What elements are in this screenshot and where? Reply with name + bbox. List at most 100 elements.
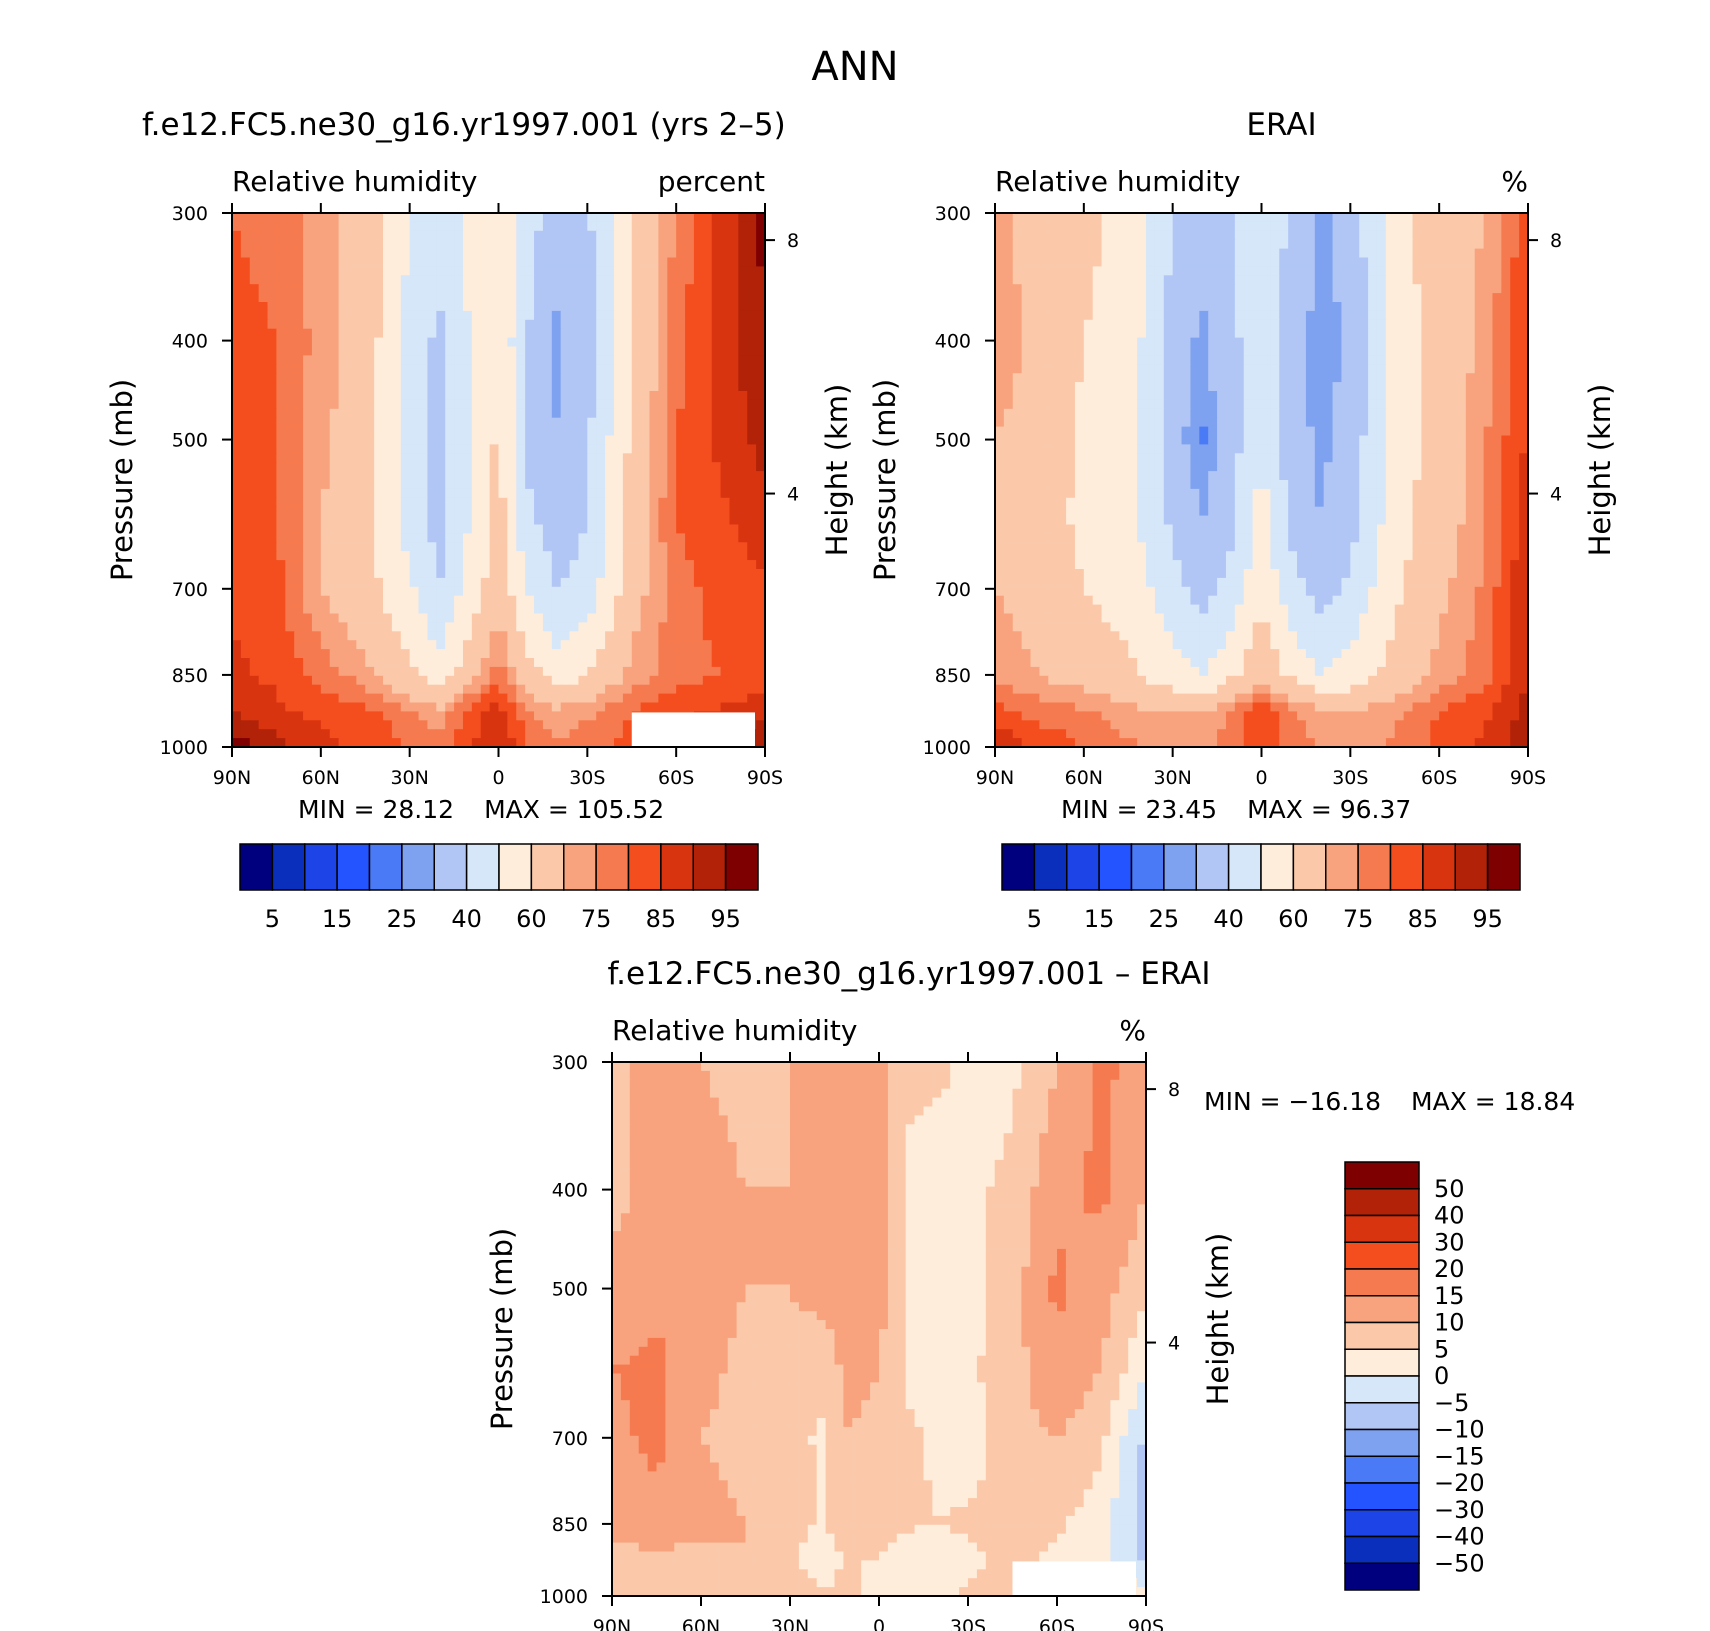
contour-cell xyxy=(356,310,366,321)
contour-cell xyxy=(525,257,535,267)
contour-cell xyxy=(471,738,482,748)
contour-cell xyxy=(1421,293,1431,303)
contour-cell xyxy=(560,506,571,517)
contour-cell xyxy=(693,631,704,641)
contour-cell xyxy=(276,213,286,223)
contour-cell xyxy=(622,649,633,659)
contour-cell xyxy=(1421,382,1431,392)
contour-cell xyxy=(534,640,544,650)
contour-cell xyxy=(303,302,313,312)
contour-cell xyxy=(507,275,517,285)
contour-cell xyxy=(294,577,304,588)
contour-cell xyxy=(374,426,384,437)
contour-cell xyxy=(631,462,642,472)
contour-cell xyxy=(729,551,739,561)
contour-cell xyxy=(489,515,500,526)
contour-cell xyxy=(276,684,286,695)
contour-cell xyxy=(569,684,580,695)
contour-cell xyxy=(578,373,588,383)
contour-cell xyxy=(587,239,597,250)
contour-cell xyxy=(1385,382,1396,392)
contour-cell xyxy=(418,711,429,721)
contour-cell xyxy=(267,702,278,712)
contour-cell xyxy=(294,666,304,677)
contour-cell xyxy=(587,631,597,641)
contour-cell xyxy=(569,631,580,641)
contour-cell xyxy=(311,738,322,748)
contour-cell xyxy=(356,506,366,517)
contour-cell xyxy=(498,604,508,615)
contour-cell xyxy=(605,711,615,721)
contour-cell xyxy=(560,693,571,704)
contour-cell xyxy=(747,551,757,561)
contour-cell xyxy=(747,631,757,641)
contour-cell xyxy=(454,497,464,508)
contour-cell xyxy=(569,426,580,437)
contour-cell xyxy=(462,560,473,570)
contour-cell xyxy=(374,462,384,472)
contour-cell xyxy=(258,542,269,552)
contour-cell xyxy=(365,720,375,730)
contour-cell xyxy=(311,569,322,579)
contour-cell xyxy=(1385,373,1396,383)
contour-cell xyxy=(649,239,659,250)
contour-cell xyxy=(507,586,517,597)
contour-cell xyxy=(1341,391,1351,401)
contour-cell xyxy=(1350,248,1360,259)
contour-cell xyxy=(525,221,535,232)
contour-cell xyxy=(267,248,278,259)
contour-cell xyxy=(720,293,731,303)
contour-cell xyxy=(631,675,642,686)
contour-cell xyxy=(613,248,624,259)
contour-cell xyxy=(471,622,482,632)
contour-cell xyxy=(303,720,313,730)
contour-cell xyxy=(276,675,286,686)
contour-cell xyxy=(232,738,242,748)
contour-cell xyxy=(1217,284,1227,294)
contour-cell xyxy=(551,569,562,579)
contour-cell xyxy=(1430,364,1440,374)
contour-cell xyxy=(1199,337,1209,348)
contour-cell xyxy=(613,319,624,330)
contour-cell xyxy=(329,675,340,686)
contour-cell xyxy=(1243,239,1254,250)
contour-cell xyxy=(1350,302,1360,312)
contour-cell xyxy=(1181,248,1192,259)
contour-cell xyxy=(1430,302,1440,312)
contour-cell xyxy=(294,497,304,508)
contour-cell xyxy=(542,435,553,445)
contour-cell xyxy=(400,444,411,454)
contour-cell xyxy=(1181,275,1192,285)
contour-cell xyxy=(587,337,597,348)
contour-cell xyxy=(1012,275,1023,285)
contour-cell xyxy=(578,408,588,419)
contour-cell xyxy=(320,471,331,481)
contour-cell xyxy=(640,239,651,250)
panel-model: 90N 60N 30N 0 30S 60S 90S300400500700850100084… xyxy=(105,107,854,933)
contour-cell xyxy=(702,248,713,259)
contour-cell xyxy=(249,497,260,508)
contour-cell xyxy=(329,257,340,267)
contour-cell xyxy=(418,702,429,712)
contour-cell xyxy=(693,355,704,365)
y-tick-label: 500 xyxy=(172,430,208,452)
contour-cell xyxy=(542,702,553,712)
contour-cell xyxy=(427,640,437,650)
contour-cell xyxy=(720,613,731,623)
contour-cell xyxy=(649,542,659,552)
contour-cell xyxy=(569,310,580,321)
contour-cell xyxy=(578,444,588,454)
contour-cell xyxy=(738,524,748,534)
contour-cell xyxy=(1412,355,1422,365)
contour-cell xyxy=(1243,355,1254,365)
contour-cell xyxy=(232,284,242,294)
contour-cell xyxy=(1341,248,1351,259)
contour-cell xyxy=(436,284,446,294)
contour-cell xyxy=(462,328,473,339)
contour-cell xyxy=(249,560,260,570)
contour-cell xyxy=(436,310,446,321)
contour-cell xyxy=(534,711,544,721)
contour-cell xyxy=(409,693,420,704)
contour-cell xyxy=(1252,213,1263,223)
contour-cell xyxy=(267,346,278,356)
